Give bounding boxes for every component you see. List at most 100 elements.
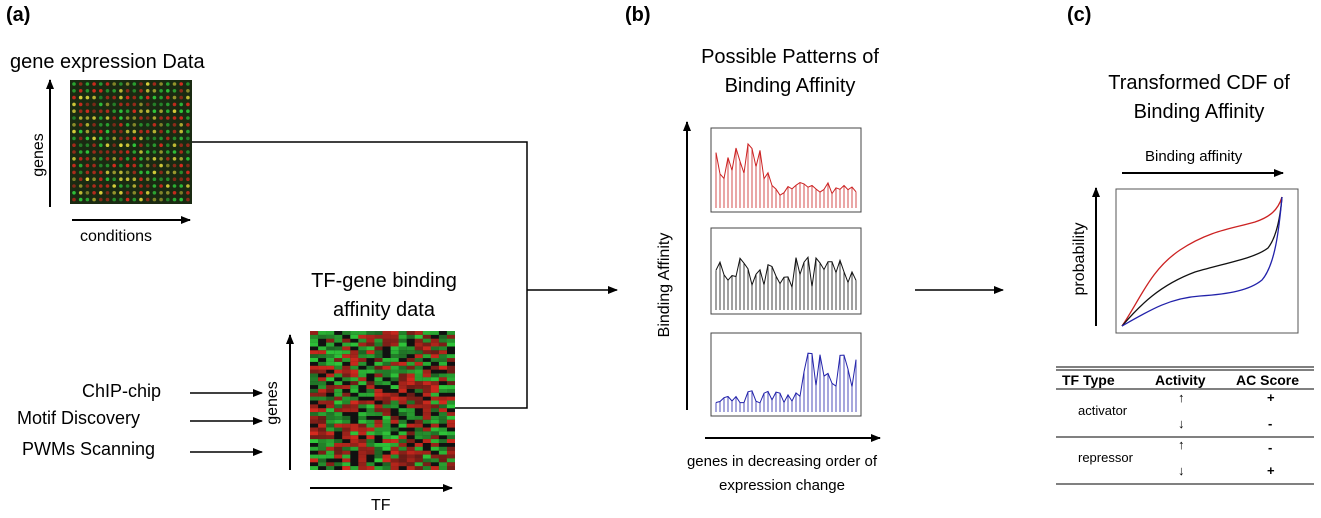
binding-cell <box>366 331 375 335</box>
table-row-activator-up: ↑ <box>1178 390 1185 405</box>
binding-cell <box>398 400 407 405</box>
expression-spot <box>112 116 116 120</box>
binding-cell <box>350 423 359 428</box>
binding-cell <box>366 439 375 443</box>
binding-cell <box>318 365 327 370</box>
expression-spot <box>99 197 103 202</box>
binding-cell <box>414 361 423 366</box>
expression-spot <box>166 177 170 181</box>
binding-cell <box>374 369 383 374</box>
binding-cell <box>358 346 367 351</box>
binding-cell <box>310 431 319 436</box>
binding-cell <box>382 454 391 459</box>
pattern-black-spikes <box>715 255 857 310</box>
binding-cell <box>390 439 399 443</box>
table-row-activator-score-up: + <box>1267 390 1275 405</box>
binding-cell <box>366 431 375 436</box>
expression-spot <box>92 129 96 134</box>
binding-cell <box>390 458 399 463</box>
binding-cell <box>398 419 407 424</box>
expression-spot <box>132 116 137 120</box>
expression-spot <box>99 157 103 161</box>
binding-cell <box>382 396 391 401</box>
expression-spot <box>166 143 170 147</box>
expression-spot <box>145 102 150 107</box>
binding-cell <box>406 454 415 459</box>
binding-cell <box>398 338 407 343</box>
binding-cell <box>358 358 367 362</box>
binding-cell <box>438 373 447 378</box>
binding-cell <box>438 365 447 370</box>
binding-cell <box>430 331 439 335</box>
binding-cell <box>334 385 343 389</box>
binding-cell <box>398 443 407 447</box>
binding-cell <box>350 396 359 401</box>
binding-cell <box>342 462 351 467</box>
binding-cell <box>366 466 375 470</box>
expression-spot <box>92 177 96 181</box>
binding-cell <box>406 365 415 370</box>
binding-cell <box>430 392 439 397</box>
binding-cell <box>334 462 343 467</box>
binding-cell <box>390 392 399 397</box>
binding-cell <box>382 361 391 366</box>
binding-cell <box>366 443 375 447</box>
expression-spot <box>105 157 110 161</box>
binding-cell <box>318 462 327 467</box>
binding-cell <box>438 427 447 432</box>
expression-spot <box>119 109 123 113</box>
binding-cell <box>342 377 351 382</box>
binding-cell <box>398 377 407 382</box>
expression-spot <box>99 116 103 120</box>
expression-spot <box>85 170 90 175</box>
binding-cell <box>374 404 383 409</box>
expression-spot <box>85 143 90 147</box>
binding-cell <box>382 331 391 335</box>
expression-spot <box>179 109 183 113</box>
expression-spot <box>139 197 143 202</box>
expression-spot <box>179 143 183 147</box>
binding-cell <box>310 365 319 370</box>
pattern-red-spikes <box>715 142 857 208</box>
binding-cell <box>422 361 431 366</box>
binding-cell <box>430 388 439 393</box>
binding-cell <box>374 377 383 382</box>
binding-cell <box>310 331 319 335</box>
binding-cell <box>310 415 319 420</box>
binding-cell <box>430 431 439 436</box>
expression-spot <box>132 82 137 86</box>
binding-cell <box>326 423 335 428</box>
binding-cell <box>366 404 375 409</box>
expression-spot <box>85 150 90 154</box>
binding-cell <box>422 431 431 436</box>
expression-spot <box>112 150 116 154</box>
expression-spot <box>72 89 76 93</box>
binding-cell <box>366 369 375 374</box>
binding-cell <box>342 435 351 440</box>
expression-spot <box>186 136 190 141</box>
binding-cell <box>446 450 455 455</box>
binding-cell <box>366 392 375 397</box>
binding-cell <box>326 431 335 436</box>
expression-spot <box>132 157 137 161</box>
binding-cell <box>390 466 399 470</box>
binding-cell <box>414 443 423 447</box>
binding-cell <box>358 462 367 467</box>
binding-cell <box>390 358 399 362</box>
binding-cell <box>374 412 383 416</box>
expression-spot <box>92 143 96 147</box>
binding-cell <box>446 338 455 343</box>
binding-cell <box>366 350 375 355</box>
expression-spot <box>152 102 157 107</box>
binding-cell <box>430 408 439 413</box>
binding-cell <box>390 454 399 459</box>
expression-spot <box>186 82 190 86</box>
expression-spot <box>159 129 163 134</box>
expression-spot <box>78 95 83 100</box>
expression-spot <box>159 184 163 188</box>
binding-cell <box>318 354 327 359</box>
expression-spot <box>105 191 110 195</box>
binding-cell <box>398 396 407 401</box>
expression-spot <box>179 95 183 100</box>
expression-spot <box>125 177 130 181</box>
